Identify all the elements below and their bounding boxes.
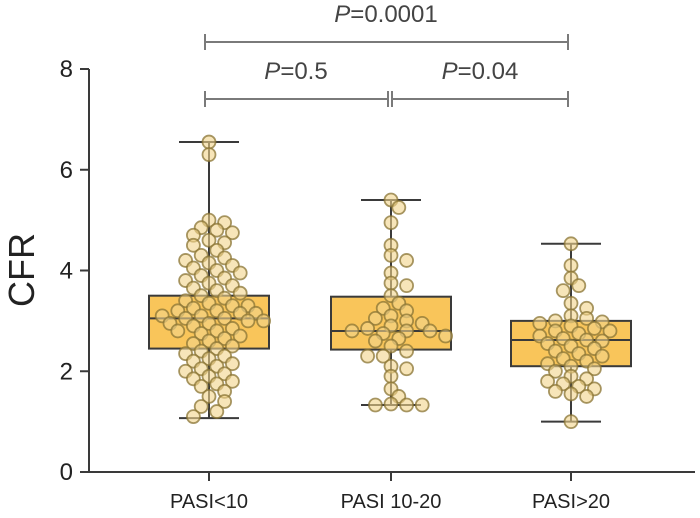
data-point	[571, 278, 587, 294]
data-point	[399, 343, 415, 359]
data-point	[360, 348, 376, 364]
x-tick-label: PASI<10	[170, 491, 248, 513]
y-tick-label: 0	[60, 459, 73, 486]
data-point	[532, 315, 548, 331]
data-point	[209, 404, 225, 419]
data-point	[383, 338, 399, 354]
data-point	[399, 397, 415, 413]
significance-brackets: P=0.0001 P=0.5 P=0.04	[204, 1, 569, 107]
data-point	[240, 313, 256, 329]
data-point	[399, 253, 415, 268]
data-point	[383, 396, 399, 412]
data-point	[232, 265, 248, 281]
y-tick-label: 4	[60, 258, 73, 285]
x-tick-label: PASI>20	[532, 491, 610, 513]
data-point	[383, 247, 399, 263]
data-point	[201, 389, 217, 404]
data-point	[391, 200, 407, 215]
data-point	[367, 397, 383, 413]
data-point	[193, 399, 209, 414]
data-point	[185, 409, 201, 424]
data-point	[563, 295, 579, 311]
data-point	[217, 310, 233, 326]
data-point	[367, 333, 383, 349]
data-point	[201, 134, 217, 150]
data-point	[185, 237, 201, 253]
data-point	[224, 356, 240, 372]
comparison-bracket-2-3: P=0.04	[391, 58, 569, 107]
data-point	[193, 378, 209, 394]
data-point	[563, 258, 579, 273]
data-point	[201, 232, 217, 248]
data-point	[579, 389, 594, 404]
comparison-bracket-1-3: P=0.0001	[204, 1, 569, 50]
points-group-3	[532, 236, 618, 430]
data-point	[170, 323, 186, 339]
p-value-label: P=0.04	[442, 58, 519, 85]
data-point	[422, 323, 438, 339]
x-tick-label: PASI 10-20	[341, 491, 442, 513]
data-point	[563, 236, 579, 252]
data-point	[399, 361, 415, 377]
x-axis-ticks: PASI<10 PASI 10-20 PASI>20	[170, 472, 610, 513]
data-point	[224, 338, 240, 354]
points-group-1	[154, 134, 272, 424]
data-point	[414, 397, 430, 413]
data-point	[224, 225, 240, 241]
data-point	[563, 386, 579, 402]
data-point	[360, 321, 376, 336]
p-value-label: P=0.0001	[334, 1, 437, 28]
data-point	[344, 323, 360, 339]
y-axis-ticks: 0 2 4 6 8	[60, 56, 89, 486]
data-point	[232, 328, 248, 344]
data-point	[579, 310, 594, 326]
data-point	[232, 285, 248, 301]
data-point	[548, 363, 563, 379]
comparison-bracket-1-2: P=0.5	[204, 58, 389, 107]
points-group-2	[344, 192, 454, 413]
data-point	[375, 348, 391, 364]
y-tick-label: 6	[60, 157, 73, 184]
data-point	[438, 328, 454, 344]
point-series	[154, 134, 618, 430]
data-point	[540, 373, 555, 389]
data-point	[602, 323, 618, 339]
y-tick-label: 2	[60, 358, 73, 385]
data-point	[563, 414, 579, 430]
data-point	[587, 361, 602, 377]
data-point	[201, 147, 217, 163]
y-tick-label: 8	[60, 56, 73, 83]
data-point	[209, 222, 225, 238]
data-point	[256, 313, 272, 329]
data-point	[367, 310, 383, 326]
data-point	[217, 394, 233, 409]
data-point	[224, 373, 240, 389]
y-axis-label: CFR	[1, 233, 42, 307]
data-point	[594, 348, 610, 364]
data-point	[587, 321, 602, 336]
data-point	[383, 368, 399, 384]
data-point	[383, 275, 399, 291]
p-value-label: P=0.5	[264, 58, 327, 85]
data-point	[383, 215, 399, 231]
data-point	[399, 278, 415, 294]
data-point	[548, 383, 563, 399]
data-point	[555, 283, 571, 299]
